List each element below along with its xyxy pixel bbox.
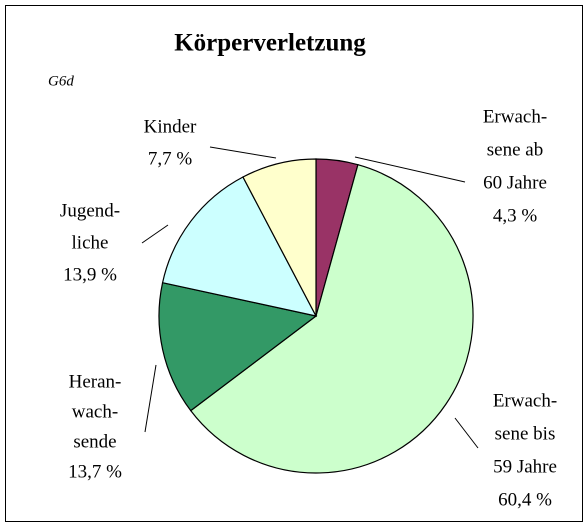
value-label: 7,7 % [148, 148, 193, 169]
chart-subtitle: G6d [48, 73, 74, 89]
slice-label: liche [72, 232, 109, 253]
slice-label: 60 Jahre [483, 172, 547, 193]
slice-label: Heran- [69, 371, 122, 392]
leader-line [141, 224, 169, 244]
leader-line [144, 364, 157, 433]
leader-line [354, 156, 466, 183]
pie-slice [161, 176, 318, 317]
slice-label: Jugend- [60, 200, 120, 221]
leader-line [209, 146, 277, 159]
slice-label: sene ab [487, 139, 543, 160]
slice-label: wach- [72, 401, 118, 422]
pie-slice [189, 163, 474, 474]
slice-label: sende [73, 431, 116, 452]
chart-title: Körperverletzung [174, 30, 366, 57]
value-label: 4,3 % [493, 205, 538, 226]
slice-label: Erwach- [483, 106, 547, 127]
slice-label: sene bis [495, 423, 556, 444]
value-label: 13,7 % [68, 461, 122, 482]
leader-line [454, 417, 479, 449]
slice-label: Erwach- [493, 390, 557, 411]
value-label: 13,9 % [63, 264, 117, 285]
pie-slice [158, 282, 318, 412]
slice-label: 59 Jahre [493, 456, 557, 477]
pie-slice [242, 158, 317, 317]
slice-label: Kinder [144, 116, 197, 137]
value-label: 60,4 % [498, 489, 552, 510]
